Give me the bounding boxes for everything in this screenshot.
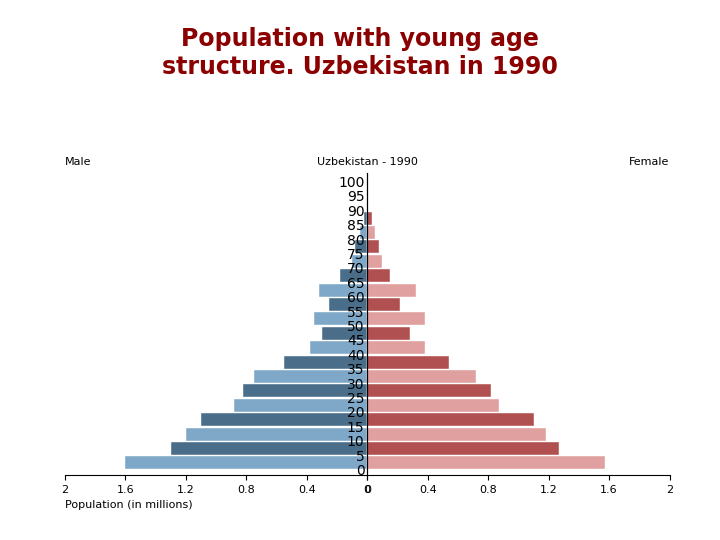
Bar [367,428,546,441]
Bar [329,298,367,311]
Bar [243,384,367,397]
Bar [367,212,372,225]
Bar [319,284,367,296]
Bar [367,240,379,253]
Bar [254,370,367,383]
Bar [367,413,534,426]
Bar [125,456,367,469]
Bar [364,212,367,225]
Bar [367,313,425,326]
Text: Female: Female [629,157,670,167]
Bar [322,327,367,340]
Bar [340,269,367,282]
Bar [367,384,491,397]
Bar [355,240,367,253]
Bar [367,327,410,340]
Bar [367,370,476,383]
Bar [352,255,367,268]
Bar [367,399,499,412]
Bar [310,341,367,354]
Text: Uzbekistan - 1990: Uzbekistan - 1990 [317,157,418,167]
Bar [360,226,367,239]
Bar [367,341,425,354]
Bar [201,413,367,426]
Text: Male: Male [65,157,91,167]
Bar [367,269,390,282]
Bar [171,442,367,455]
Bar [367,284,415,296]
Bar [284,356,367,369]
X-axis label: Population (in millions): Population (in millions) [65,501,192,510]
Bar [367,255,382,268]
Bar [186,428,367,441]
Bar [314,313,367,326]
Bar [367,298,400,311]
Bar [367,456,605,469]
Bar [367,226,374,239]
Bar [234,399,367,412]
Text: Population with young age
structure. Uzbekistan in 1990: Population with young age structure. Uzb… [162,27,558,79]
Bar [367,442,559,455]
Bar [367,356,449,369]
